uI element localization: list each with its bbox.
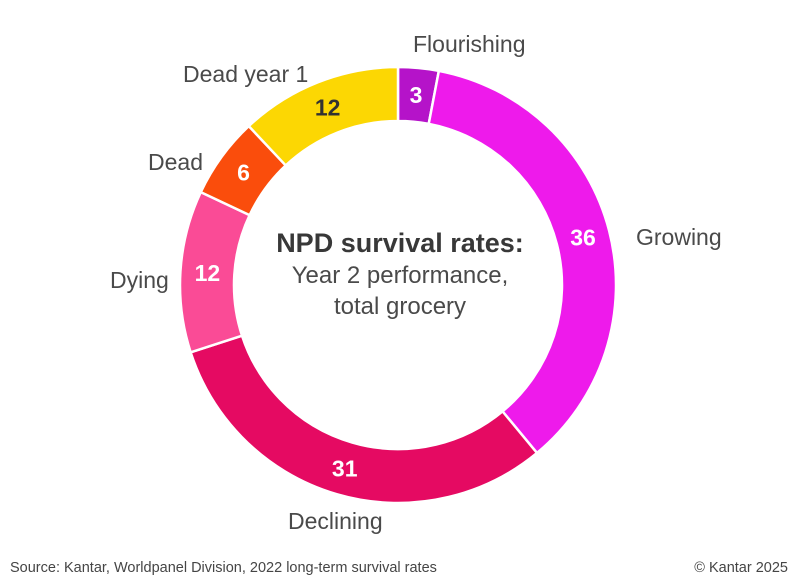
segment-value-growing: 36 bbox=[570, 225, 596, 251]
segment-value-declining: 31 bbox=[332, 455, 358, 481]
segment-label-dead: Dead bbox=[148, 149, 203, 175]
segment-value-dead-year-1: 12 bbox=[315, 94, 341, 120]
chart-center-text: NPD survival rates: Year 2 performance, … bbox=[240, 226, 560, 322]
segment-label-flourishing: Flourishing bbox=[413, 31, 526, 57]
segment-label-declining: Declining bbox=[288, 508, 383, 534]
source-note: Source: Kantar, Worldpanel Division, 202… bbox=[10, 560, 437, 576]
donut-segment-growing bbox=[427, 69, 618, 455]
donut-segment-declining bbox=[189, 334, 539, 505]
chart-subtitle-line2: total grocery bbox=[333, 293, 467, 320]
segment-value-dead: 6 bbox=[237, 160, 250, 186]
donut-segment-dead-year-1 bbox=[247, 65, 400, 167]
segment-value-flourishing: 3 bbox=[410, 82, 423, 108]
segment-label-dead-year-1: Dead year 1 bbox=[183, 61, 309, 87]
segment-value-dying: 12 bbox=[195, 260, 221, 286]
chart-title: NPD survival rates: bbox=[276, 228, 524, 258]
segment-label-growing: Growing bbox=[636, 224, 722, 250]
copyright-note: © Kantar 2025 bbox=[694, 560, 788, 576]
chart-subtitle-line1: Year 2 performance, bbox=[291, 262, 509, 289]
footer: Source: Kantar, Worldpanel Division, 202… bbox=[10, 560, 788, 576]
segment-label-dying: Dying bbox=[110, 267, 169, 293]
